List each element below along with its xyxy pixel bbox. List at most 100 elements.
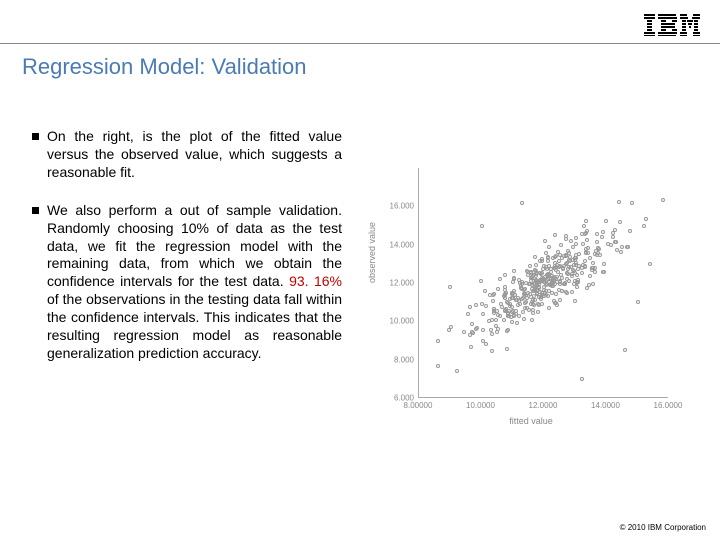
data-point [436,339,440,343]
data-point [553,233,557,237]
data-point [584,219,588,223]
data-point [509,315,513,319]
data-point [542,277,546,281]
data-point [602,270,606,274]
data-point [516,296,520,300]
data-point [474,303,478,307]
data-point [541,267,545,271]
data-point [559,243,563,247]
data-point [506,328,510,332]
data-point [531,302,535,306]
data-point [547,245,551,249]
data-point [551,280,555,284]
data-point [512,289,516,293]
data-point [591,261,595,265]
y-tick: 14.000 [388,240,414,249]
data-point [505,347,509,351]
data-point [447,328,451,332]
data-point [528,264,532,268]
ibm-logo [644,14,700,36]
data-point [628,229,632,233]
bullet-2-text: We also perform a out of sample validati… [47,202,342,363]
data-point [580,271,584,275]
data-point [585,238,589,242]
data-point [574,236,578,240]
data-point [484,304,488,308]
data-point [575,285,579,289]
data-point [510,320,514,324]
data-point [540,257,544,261]
x-axis-label: fitted value [509,416,553,426]
data-point [479,279,483,283]
bullet-2: We also perform a out of sample validati… [32,202,342,363]
data-point [515,321,519,325]
data-point [546,259,550,263]
data-point [531,311,535,315]
data-point [448,285,452,289]
y-axis-label: observed value [367,222,377,283]
header [0,0,720,44]
data-point [590,268,594,272]
data-point [503,292,507,296]
chart-column: observed value fitted value 6.0008.00010… [362,128,700,438]
data-point [522,317,526,321]
data-point [512,269,516,273]
data-point [636,300,640,304]
data-point [530,318,534,322]
data-point [490,349,494,353]
data-point [521,310,525,314]
data-point [570,290,574,294]
data-point [533,286,537,290]
x-tick: 12.0000 [529,401,558,410]
data-point [490,332,494,336]
data-point [623,348,627,352]
data-point [491,299,495,303]
bullet-2-post: of the observations in the testing data … [47,291,342,361]
data-point [620,245,624,249]
data-point [536,310,540,314]
data-point [564,237,568,241]
data-point [503,285,507,289]
data-point [534,272,538,276]
data-point [591,282,595,286]
y-tick: 16.000 [388,202,414,211]
data-point [524,300,528,304]
data-point [573,258,577,262]
data-point [630,201,634,205]
data-point [471,331,475,335]
content-row: On the right, is the plot of the fitted … [0,80,720,438]
data-point [564,234,568,238]
data-point [554,254,558,258]
data-point [595,232,599,236]
data-point [543,239,547,243]
data-point [546,294,550,298]
data-point [524,293,528,297]
data-point [469,345,473,349]
data-point [615,248,619,252]
data-point [491,293,495,297]
data-point [506,301,510,305]
data-point [602,262,606,266]
data-point [573,299,577,303]
x-tick: 16.0000 [654,401,683,410]
y-tick: 10.000 [388,317,414,326]
data-point [496,287,500,291]
data-point [600,235,604,239]
text-column: On the right, is the plot of the fitted … [32,128,342,438]
data-point [484,342,488,346]
data-point [533,255,537,259]
data-point [474,327,478,331]
data-point [492,309,496,313]
data-point [560,289,564,293]
data-point [564,254,568,258]
x-tick: 14.0000 [591,401,620,410]
data-point [642,224,646,228]
data-point [503,309,507,313]
data-point [567,279,571,283]
data-point [564,262,568,266]
data-point [540,291,544,295]
data-point [625,245,629,249]
data-point [481,312,485,316]
data-point [514,312,518,316]
ibm-logo-svg [644,14,700,36]
